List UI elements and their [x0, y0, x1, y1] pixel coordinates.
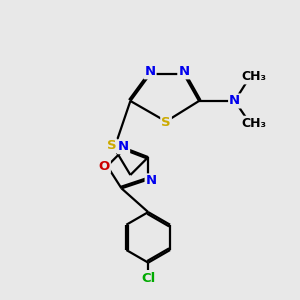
- Text: S: S: [161, 116, 171, 130]
- Text: N: N: [144, 65, 156, 78]
- Text: N: N: [178, 65, 189, 78]
- Text: N: N: [146, 174, 157, 188]
- Text: S: S: [106, 139, 116, 152]
- Text: Cl: Cl: [141, 272, 155, 286]
- Text: CH₃: CH₃: [242, 117, 267, 130]
- Text: N: N: [229, 94, 240, 107]
- Text: CH₃: CH₃: [242, 70, 267, 83]
- Text: O: O: [99, 160, 110, 172]
- Text: N: N: [118, 140, 129, 153]
